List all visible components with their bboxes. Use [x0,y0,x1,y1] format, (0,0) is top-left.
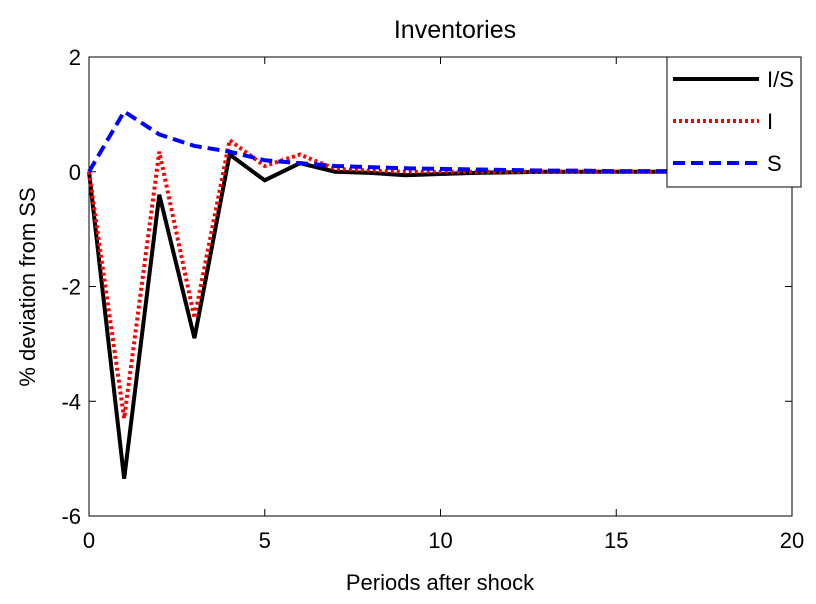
x-tick-label: 0 [83,528,95,553]
y-tick-label: -4 [61,389,81,414]
x-tick-label: 5 [259,528,271,553]
y-tick-label: 2 [69,45,81,70]
x-axis-label: Periods after shock [346,570,535,595]
y-tick-label: -2 [61,275,81,300]
y-tick-label: 0 [69,160,81,185]
legend-label: I/S [767,67,794,92]
x-tick-label: 15 [604,528,628,553]
x-tick-label: 20 [780,528,804,553]
y-axis-label: % deviation from SS [15,187,40,386]
legend-label: I [767,109,773,134]
legend-label: S [767,151,782,176]
y-tick-label: -6 [61,504,81,529]
x-tick-label: 10 [428,528,452,553]
chart-title: Inventories [394,16,516,44]
